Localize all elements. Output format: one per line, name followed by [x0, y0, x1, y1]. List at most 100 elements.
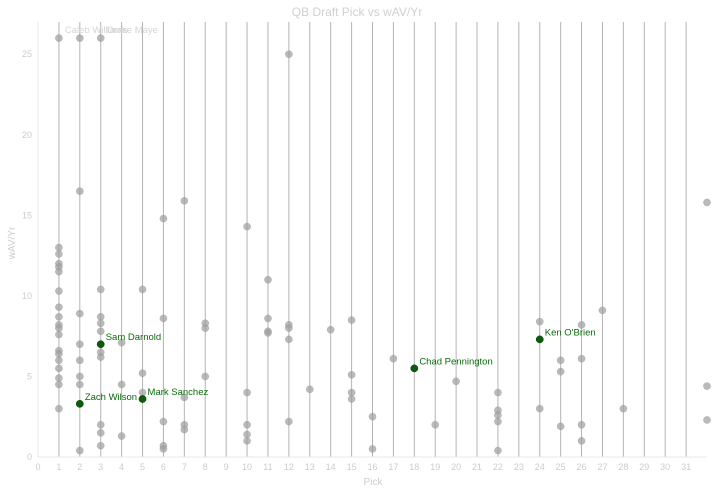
x-tick-1: 1 — [56, 462, 61, 472]
data-point-17 — [55, 380, 63, 389]
data-point-10 — [55, 324, 63, 332]
data-point-80 — [494, 388, 502, 397]
data-point-91 — [577, 354, 586, 363]
data-point-19 — [75, 34, 84, 42]
data-point-70 — [326, 325, 335, 334]
data-point-69 — [305, 385, 314, 394]
x-tick-2: 2 — [77, 462, 82, 472]
x-tick-20: 20 — [451, 462, 461, 472]
data-point-95 — [619, 404, 628, 413]
x-tick-15: 15 — [347, 462, 357, 472]
x-tick-5: 5 — [140, 462, 145, 472]
x-tick-16: 16 — [367, 462, 377, 472]
data-point-93 — [577, 437, 586, 445]
x-tick-9: 9 — [224, 462, 229, 472]
data-point-35 — [96, 428, 105, 437]
highlight-point-3 — [410, 364, 419, 373]
data-point-23 — [75, 356, 84, 365]
data-point-86 — [535, 404, 544, 413]
data-point-47 — [159, 445, 168, 453]
highlighted-points: Sam Darnold Zach Wilson Mark Sanchez Chad P… — [75, 327, 596, 408]
x-tick-30: 30 — [660, 462, 670, 472]
data-point-87 — [556, 356, 565, 365]
x-tick-11: 11 — [263, 462, 272, 472]
data-point-48 — [180, 196, 189, 205]
x-tick-0: 0 — [35, 462, 40, 472]
highlight-label-0: Sam Darnold — [106, 332, 161, 343]
data-point-49 — [180, 393, 189, 402]
data-point-13 — [55, 350, 63, 358]
x-tick-12: 12 — [284, 462, 294, 472]
data-point-72 — [347, 370, 356, 379]
y-tick-10: 10 — [22, 291, 32, 301]
data-point-66 — [285, 324, 293, 332]
data-point-83 — [494, 417, 502, 426]
data-point-40 — [138, 285, 147, 294]
x-tick-29: 29 — [639, 462, 649, 472]
data-point-29 — [96, 312, 105, 321]
highlight-label-2: Mark Sanchez — [148, 387, 209, 398]
x-tick-24: 24 — [535, 462, 545, 472]
x-tick-4: 4 — [119, 462, 124, 472]
data-point-61 — [264, 314, 272, 323]
y-tick-labels: 0 5 10 15 20 25 — [22, 49, 32, 462]
data-point-57 — [243, 420, 251, 429]
data-point-7 — [55, 303, 63, 312]
data-point-11 — [55, 330, 63, 339]
data-point-20 — [75, 187, 84, 196]
data-point-36 — [96, 441, 105, 450]
data-point-25 — [75, 380, 84, 389]
highlight-point-4 — [535, 335, 544, 344]
data-point-96 — [703, 198, 711, 207]
x-tick-7: 7 — [182, 462, 187, 472]
data-point-43 — [159, 214, 168, 223]
data-point-75 — [368, 412, 377, 421]
data-point-41 — [138, 369, 147, 378]
data-point-67 — [285, 335, 293, 344]
data-point-45 — [159, 417, 168, 426]
y-tick-15: 15 — [22, 210, 32, 220]
data-point-74 — [347, 395, 356, 403]
x-tick-labels: 0 1 2 3 4 5 6 7 8 9 10 11 12 13 14 15 16 17 18 19 20 21 22 23 24… — [35, 462, 691, 472]
x-tick-26: 26 — [577, 462, 587, 472]
highlight-label-3: Chad Pennington — [419, 356, 492, 367]
data-point-16 — [55, 374, 63, 382]
data-point-90 — [577, 321, 586, 329]
data-point-34 — [96, 420, 105, 429]
chart-title: QB Draft Pick vs wAV/Yr — [292, 5, 422, 19]
x-tick-31: 31 — [681, 462, 691, 472]
y-tick-25: 25 — [22, 49, 32, 59]
data-point-5 — [55, 267, 63, 276]
x-tick-18: 18 — [409, 462, 419, 472]
x-tick-6: 6 — [161, 462, 166, 472]
x-tick-23: 23 — [514, 462, 524, 472]
data-point-42 — [138, 388, 147, 397]
data-point-21 — [75, 309, 84, 318]
data-point-39 — [117, 432, 126, 440]
y-tick-20: 20 — [22, 130, 32, 140]
data-point-85 — [535, 317, 544, 326]
data-point-77 — [389, 354, 398, 363]
data-point-79 — [452, 377, 460, 386]
data-point-30 — [96, 319, 105, 328]
data-point-55 — [243, 222, 251, 231]
data-point-82 — [494, 411, 502, 419]
data-point-58 — [243, 430, 251, 439]
data-point-78 — [431, 420, 440, 429]
data-point-98 — [703, 416, 711, 424]
data-point-71 — [347, 316, 356, 324]
highlight-label-4: Ken O'Brien — [545, 327, 596, 338]
data-point-54 — [201, 372, 210, 381]
data-point-94 — [598, 306, 607, 315]
x-tick-14: 14 — [326, 462, 336, 472]
data-point-33 — [96, 353, 105, 361]
data-point-64 — [285, 50, 293, 59]
data-point-56 — [243, 388, 251, 397]
data-point-27 — [96, 34, 105, 42]
y-tick-0: 0 — [27, 452, 32, 462]
data-point-76 — [368, 445, 377, 453]
x-tick-3: 3 — [98, 462, 103, 472]
x-tick-28: 28 — [618, 462, 628, 472]
data-point-63 — [264, 329, 272, 337]
